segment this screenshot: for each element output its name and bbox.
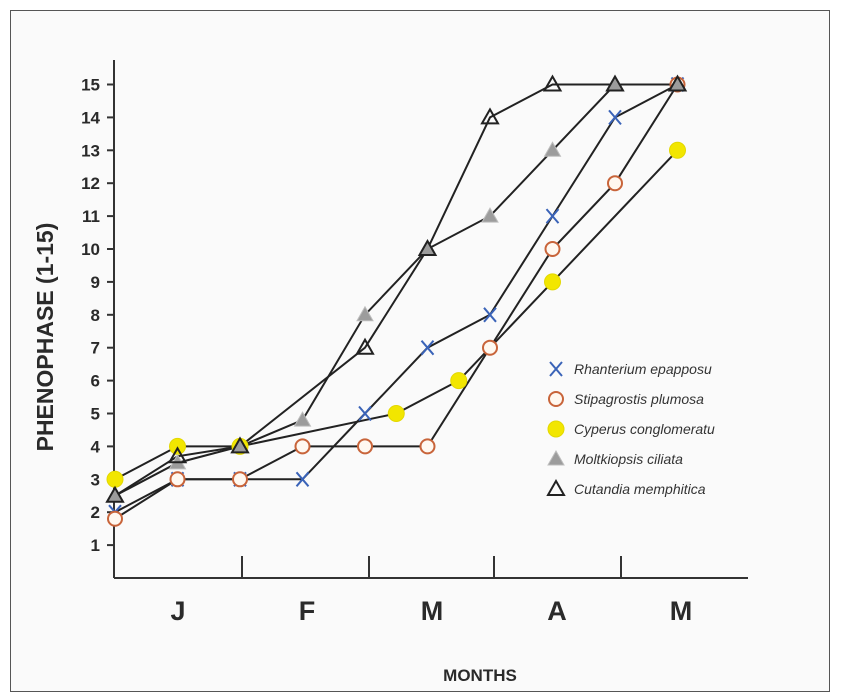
data-point [387, 405, 405, 422]
y-tick-label: 15 [81, 76, 100, 95]
series-line-stipagrostis-plumosa [114, 83, 679, 520]
data-point [107, 510, 123, 527]
y-tick-label: 8 [91, 306, 100, 325]
data-point [355, 337, 375, 355]
data-point [293, 411, 312, 427]
legend-marker [546, 478, 566, 496]
x-tick-label: M [670, 596, 693, 626]
data-point [607, 175, 623, 192]
y-tick-label: 11 [82, 207, 100, 226]
y-tick-label: 3 [91, 470, 100, 489]
data-point [358, 405, 372, 422]
data-point [545, 208, 560, 224]
series-markers-stipagrostis-plumosa [107, 76, 686, 527]
y-tick-label: 4 [91, 437, 101, 456]
data-point [482, 339, 498, 356]
legend-label: Cutandia memphitica [574, 481, 706, 497]
data-point [481, 207, 499, 223]
data-point [420, 340, 435, 356]
x-tick-label: J [170, 596, 185, 626]
y-tick-label: 9 [91, 273, 100, 292]
y-tick-label: 2 [91, 503, 100, 522]
data-point [667, 74, 688, 92]
y-axis-title: PHENOPHASE (1-15) [32, 223, 58, 452]
data-point [106, 470, 124, 488]
legend-label: Moltkiopsis ciliata [574, 451, 683, 467]
x-tick-label: A [547, 596, 567, 626]
legend-marker [547, 420, 565, 438]
y-tick-label: 5 [91, 405, 100, 424]
legend-marker [548, 391, 564, 407]
data-point [295, 471, 310, 487]
data-point [483, 307, 497, 323]
data-point [167, 446, 188, 464]
legend-label: Stipagrostis plumosa [574, 391, 704, 407]
data-point [106, 486, 124, 503]
x-tick-label: M [421, 596, 444, 626]
data-point [232, 471, 248, 488]
y-tick-label: 7 [91, 339, 100, 358]
legend: Rhanterium epapposu Stipagrostis plumosa C… [546, 361, 715, 497]
y-tick-label: 10 [81, 240, 100, 259]
y-tick-label: 13 [81, 141, 100, 160]
data-point [608, 109, 622, 126]
data-point [605, 74, 625, 92]
y-tick-label: 1 [91, 536, 100, 555]
data-point [669, 141, 686, 159]
legend-marker [549, 361, 563, 377]
data-point [417, 238, 438, 256]
data-point [480, 107, 500, 125]
legend-label: Rhanterium epapposu [574, 361, 712, 377]
data-point [356, 305, 374, 322]
series-markers-cutandia-memphitica [105, 74, 688, 503]
legend-marker [547, 449, 565, 466]
y-tick-label: 14 [81, 108, 100, 127]
data-point [357, 438, 373, 455]
x-tick-label: F [299, 596, 316, 626]
data-point [418, 239, 437, 256]
y-tick-label: 12 [81, 174, 100, 193]
data-point [544, 273, 561, 291]
data-point [450, 372, 468, 390]
data-point [544, 241, 561, 257]
data-point [542, 74, 563, 92]
x-axis-title: MONTHS [443, 666, 517, 685]
data-point [169, 471, 186, 488]
data-point [419, 438, 436, 455]
data-point [543, 141, 562, 157]
data-point [230, 436, 250, 454]
legend-label: Cyperus conglomeratu [574, 421, 715, 437]
series-line-moltkiopsis-ciliata [114, 83, 678, 497]
data-point [294, 438, 311, 455]
y-tick-label: 6 [91, 372, 100, 391]
series-markers-moltkiopsis-ciliata [106, 75, 687, 503]
series-layer [105, 74, 688, 527]
data-point [105, 485, 125, 503]
